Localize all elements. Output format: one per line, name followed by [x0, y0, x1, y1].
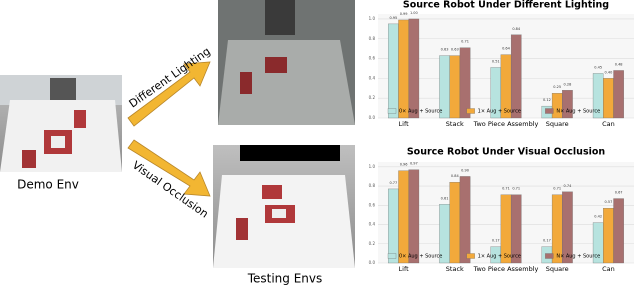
legend-swatch: [466, 253, 475, 259]
occlusion-image: [213, 145, 355, 268]
legend-swatch: [387, 253, 397, 259]
x-tick-label: Lift: [399, 265, 410, 273]
y-tick-label: 0.6: [369, 202, 376, 207]
value-label: 0.17: [492, 239, 500, 243]
value-label: 0.71: [502, 187, 510, 191]
y-tick-label: 0.2: [369, 241, 376, 246]
bar: [562, 90, 573, 119]
x-tick-label: Stack: [446, 120, 464, 128]
value-label: 0.99: [400, 12, 408, 16]
value-label: 0.12: [543, 98, 551, 102]
legend-label: 0× Aug + Source: [399, 109, 442, 115]
y-tick-label: 1.0: [369, 16, 376, 21]
legend-label: 1× Aug + Source: [478, 109, 521, 115]
bar: [510, 34, 522, 119]
lighting-image: [218, 0, 355, 125]
bar: [408, 169, 420, 264]
legend-swatch: [545, 253, 554, 259]
x-tick-label: Can: [602, 120, 615, 128]
y-tick-label: 0.6: [369, 56, 376, 61]
legend-label: N× Aug + Source: [556, 109, 600, 115]
value-label: 0.25: [553, 85, 561, 89]
value-label: 0.71: [553, 187, 561, 191]
y-tick-label: 0.0: [369, 115, 376, 120]
y-tick-label: 0.0: [369, 260, 376, 265]
value-label: 0.71: [512, 187, 520, 191]
y-tick-label: 0.8: [369, 36, 376, 41]
value-label: 1.00: [410, 11, 418, 15]
value-label: 0.51: [492, 59, 500, 63]
demo-image: [0, 75, 122, 172]
value-label: 0.67: [615, 191, 623, 195]
bar: [449, 55, 461, 119]
y-tick-label: 1.0: [369, 164, 376, 169]
legend-swatch: [545, 108, 554, 114]
chart-title: Source Robot Under Different Lighting: [403, 0, 609, 11]
value-label: 0.48: [615, 62, 623, 66]
bar: [603, 208, 614, 264]
x-tick-label: Square: [546, 265, 569, 273]
value-label: 0.96: [400, 163, 408, 167]
chart-title: Source Robot Under Visual Occlusion: [407, 147, 606, 158]
y-tick-label: 0.2: [369, 95, 376, 100]
value-label: 0.17: [543, 239, 551, 243]
bar: [398, 19, 409, 119]
value-label: 0.71: [461, 40, 469, 44]
value-label: 0.84: [512, 27, 521, 31]
arrow-up: [127, 61, 211, 127]
value-label: 0.77: [389, 181, 397, 185]
x-tick-label: Two Piece Assembly: [473, 120, 539, 128]
x-tick-label: Lift: [399, 120, 410, 128]
bar: [449, 182, 461, 264]
legend-swatch: [466, 108, 475, 114]
bar: [562, 191, 573, 264]
arrow-down: [127, 139, 211, 197]
bar: [398, 170, 409, 264]
value-label: 0.42: [594, 215, 602, 219]
value-label: 0.90: [461, 168, 469, 172]
value-label: 0.84: [451, 174, 460, 178]
value-label: 0.95: [389, 16, 397, 20]
value-label: 0.74: [564, 184, 573, 188]
value-label: 0.63: [441, 48, 449, 52]
bar: [408, 18, 420, 119]
bar: [510, 194, 522, 264]
bar: [613, 198, 624, 264]
x-tick-label: Stack: [446, 265, 464, 273]
value-label: 0.97: [410, 162, 418, 166]
value-label: 0.63: [451, 48, 459, 52]
y-tick-label: 0.8: [369, 183, 376, 188]
demo-label: Demo Env: [17, 178, 79, 192]
bar: [388, 188, 399, 264]
x-tick-label: Two Piece Assembly: [473, 265, 539, 273]
bar: [459, 47, 471, 119]
y-tick-label: 0.4: [369, 222, 376, 227]
x-tick-label: Square: [546, 120, 569, 128]
legend-label: 1× Aug + Source: [478, 254, 521, 260]
value-label: 0.28: [564, 82, 572, 86]
legend-swatch: [387, 108, 397, 114]
legend-label: N× Aug + Source: [556, 254, 600, 260]
x-tick-label: Can: [602, 265, 615, 273]
bar: [613, 70, 624, 119]
testing-label: Testing Envs: [247, 272, 323, 286]
value-label: 0.57: [605, 200, 613, 204]
bar: [388, 23, 399, 119]
value-label: 0.61: [441, 196, 449, 200]
bar: [459, 176, 471, 264]
value-label: 0.40: [605, 70, 613, 74]
value-label: 0.45: [594, 65, 602, 69]
legend-label: 0× Aug + Source: [399, 254, 442, 260]
y-tick-label: 0.4: [369, 75, 376, 80]
bar: [603, 78, 614, 119]
value-label: 0.64: [502, 47, 511, 51]
